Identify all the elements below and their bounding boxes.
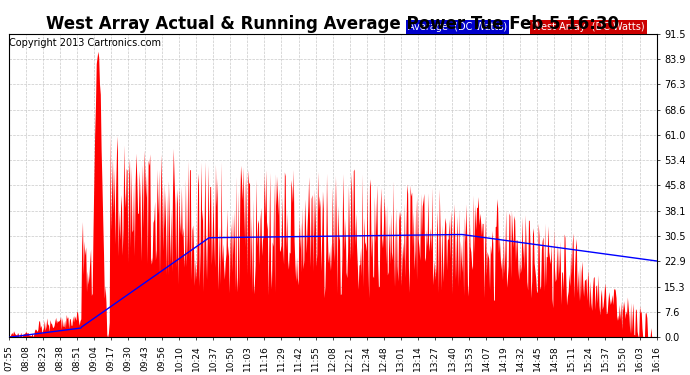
Title: West Array Actual & Running Average Power Tue Feb 5 16:30: West Array Actual & Running Average Powe… — [46, 15, 619, 33]
Text: West Array  (DC Watts): West Array (DC Watts) — [532, 22, 645, 32]
Text: Average  (DC Watts): Average (DC Watts) — [408, 22, 507, 32]
Text: Copyright 2013 Cartronics.com: Copyright 2013 Cartronics.com — [9, 38, 161, 48]
